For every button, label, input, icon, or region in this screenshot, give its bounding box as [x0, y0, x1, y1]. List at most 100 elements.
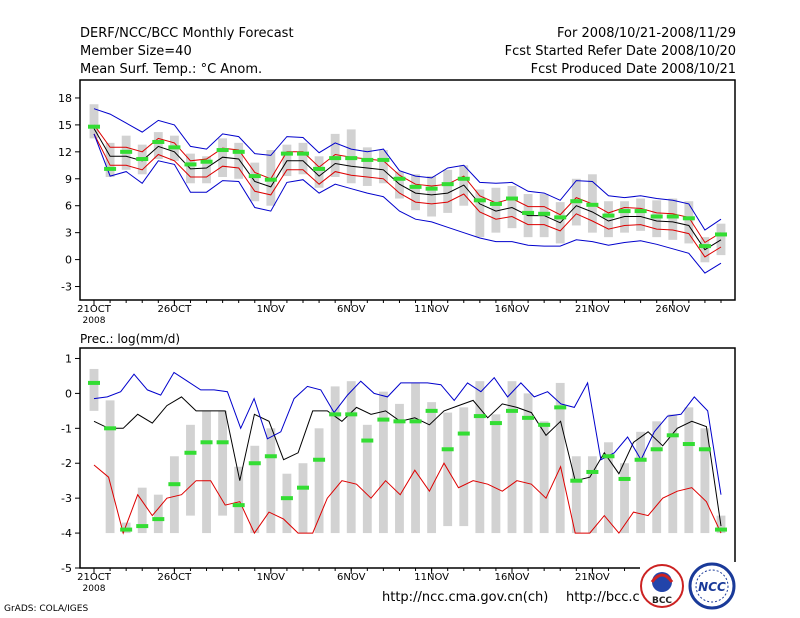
temp-median-mark [618, 209, 631, 214]
prec-y-tick-label: 1 [65, 352, 72, 365]
temp-envelope-max-line [93, 108, 722, 231]
bcc-url-link[interactable]: http://bcc.c [566, 590, 640, 605]
temp-median-mark [698, 244, 711, 249]
temp-x-tick-label: 26OCT [158, 304, 193, 315]
temp-y-tick-label: 0 [65, 254, 72, 267]
prec-ensemble-box [652, 421, 662, 534]
prec-median-mark [152, 517, 165, 522]
prec-ensemble-box [411, 382, 420, 534]
member-size-label: Member Size=40 [80, 44, 192, 59]
temp-median-mark [248, 174, 261, 179]
temp-plot-frame [79, 79, 736, 301]
grads-credit: GrADS: COLA/IGES [4, 604, 89, 614]
prec-ensemble-box [137, 487, 147, 534]
prec-ensemble-box [346, 381, 356, 534]
temp-ensemble-box [105, 142, 115, 177]
temp-x-tick-label: 16NOV [495, 304, 530, 315]
temp-ensemble-box [684, 201, 694, 244]
temp-median-mark [377, 157, 390, 162]
ncc-url-link[interactable]: http://ncc.cma.gov.cn(ch) [382, 590, 549, 605]
prec-ensemble-box [539, 421, 549, 534]
prec-ensemble-box [202, 410, 211, 534]
temp-median-mark [682, 216, 695, 221]
prec-median-mark [248, 461, 261, 466]
prec-median-mark [280, 496, 293, 501]
prec-median-mark [168, 482, 181, 487]
prec-ensemble-box [668, 414, 678, 534]
temp-median-mark [361, 157, 374, 162]
temp-x-tick-label: 26NOV [655, 304, 690, 315]
temp-median-mark [313, 166, 326, 171]
temp-median-mark [634, 209, 647, 214]
prec-ensemble-box [266, 428, 276, 534]
temp-ensemble-box [298, 142, 308, 175]
variable-label: Mean Surf. Temp.: °C Anom. [80, 62, 263, 77]
prec-ensemble-box [427, 402, 437, 534]
temp-y-tick-label: 6 [65, 200, 72, 213]
prec-ensemble-box [105, 400, 115, 534]
prec-ensemble-box [491, 414, 501, 534]
temp-ensemble-mean-line [93, 128, 722, 251]
temp-median-mark [489, 201, 502, 206]
temp-y-tick-label: 15 [58, 119, 72, 132]
temp-median-mark [120, 149, 133, 154]
ncc-logo-dots-icon [695, 569, 729, 603]
temp-median-mark [650, 214, 663, 219]
prec-ensemble-box [282, 473, 292, 534]
temp-member-spread-lower-line [93, 133, 722, 258]
prec-ensemble-box [89, 368, 99, 411]
prec-median-mark [618, 476, 631, 481]
temp-x-tick-label: 11NOV [414, 304, 449, 315]
prec-median-mark [88, 380, 100, 385]
prec-x-tick-label: 21NOV [575, 572, 610, 583]
prec-y-tick-label: -2 [61, 457, 72, 470]
prec-ensemble-box [186, 424, 195, 516]
prec-median-mark [489, 421, 502, 426]
prec-median-mark [441, 447, 454, 452]
temp-median-mark [200, 159, 213, 164]
prec-ensemble-box [507, 381, 517, 534]
temp-median-mark [506, 196, 518, 201]
prec-ensemble-box [330, 386, 340, 534]
prec-y-tick-label: -3 [61, 492, 72, 505]
prec-median-mark [602, 454, 615, 459]
temp-y-tick-label: 18 [58, 92, 72, 105]
prec-median-mark [538, 422, 551, 427]
temp-ensemble-box [636, 198, 646, 231]
temp-median-mark [329, 156, 342, 161]
temp-median-mark [264, 177, 277, 182]
temp-ensemble-box [491, 187, 501, 233]
prec-x-tick-label: 6NOV [337, 572, 366, 583]
prec-ensemble-box [298, 463, 308, 534]
temp-ensemble-box [330, 133, 340, 177]
prec-chart-group: -5 -4 -3 -2 -1 0 1 21OCT 26OCT 1NOV 6NOV 11NOV 16NOV… [61, 347, 736, 594]
temp-median-mark [602, 213, 615, 218]
prec-ensemble-box [620, 463, 629, 534]
forecast-period: For 2008/10/21-2008/11/29 [557, 26, 736, 41]
prec-x-tick-label: 26OCT [158, 572, 193, 583]
prec-median-mark [393, 419, 406, 424]
temp-ensemble-box [652, 200, 662, 238]
temp-chart-group: -3 0 3 6 9 12 15 18 21OCT 26OCT 1NOV 6NOV 11NOV 16NOV… [58, 79, 736, 326]
temp-member-spread-upper-line [93, 124, 722, 244]
prec-median-mark [425, 408, 438, 413]
temp-median-mark [441, 182, 454, 187]
prec-envelope-max-line [93, 371, 722, 495]
prec-ensemble-box [250, 445, 260, 534]
prec-median-mark [650, 447, 663, 452]
temp-ensemble-box [427, 176, 437, 217]
forecast-produced-date: Fcst Produced Date 2008/10/21 [530, 62, 736, 77]
prec-x-tick-label: 11NOV [414, 572, 449, 583]
prec-ensemble-box [218, 410, 228, 516]
temp-ensemble-box [362, 147, 372, 186]
prec-median-mark [120, 527, 133, 532]
prec-median-mark [522, 415, 535, 420]
temp-median-mark [216, 148, 229, 153]
temp-median-mark [538, 211, 551, 216]
temp-median-mark [297, 151, 309, 156]
prec-ensemble-box [571, 456, 581, 534]
temp-median-mark [136, 157, 149, 162]
prec-median-mark [184, 450, 197, 455]
prec-median-mark [666, 433, 679, 438]
prec-ensemble-mean-line [93, 396, 722, 527]
